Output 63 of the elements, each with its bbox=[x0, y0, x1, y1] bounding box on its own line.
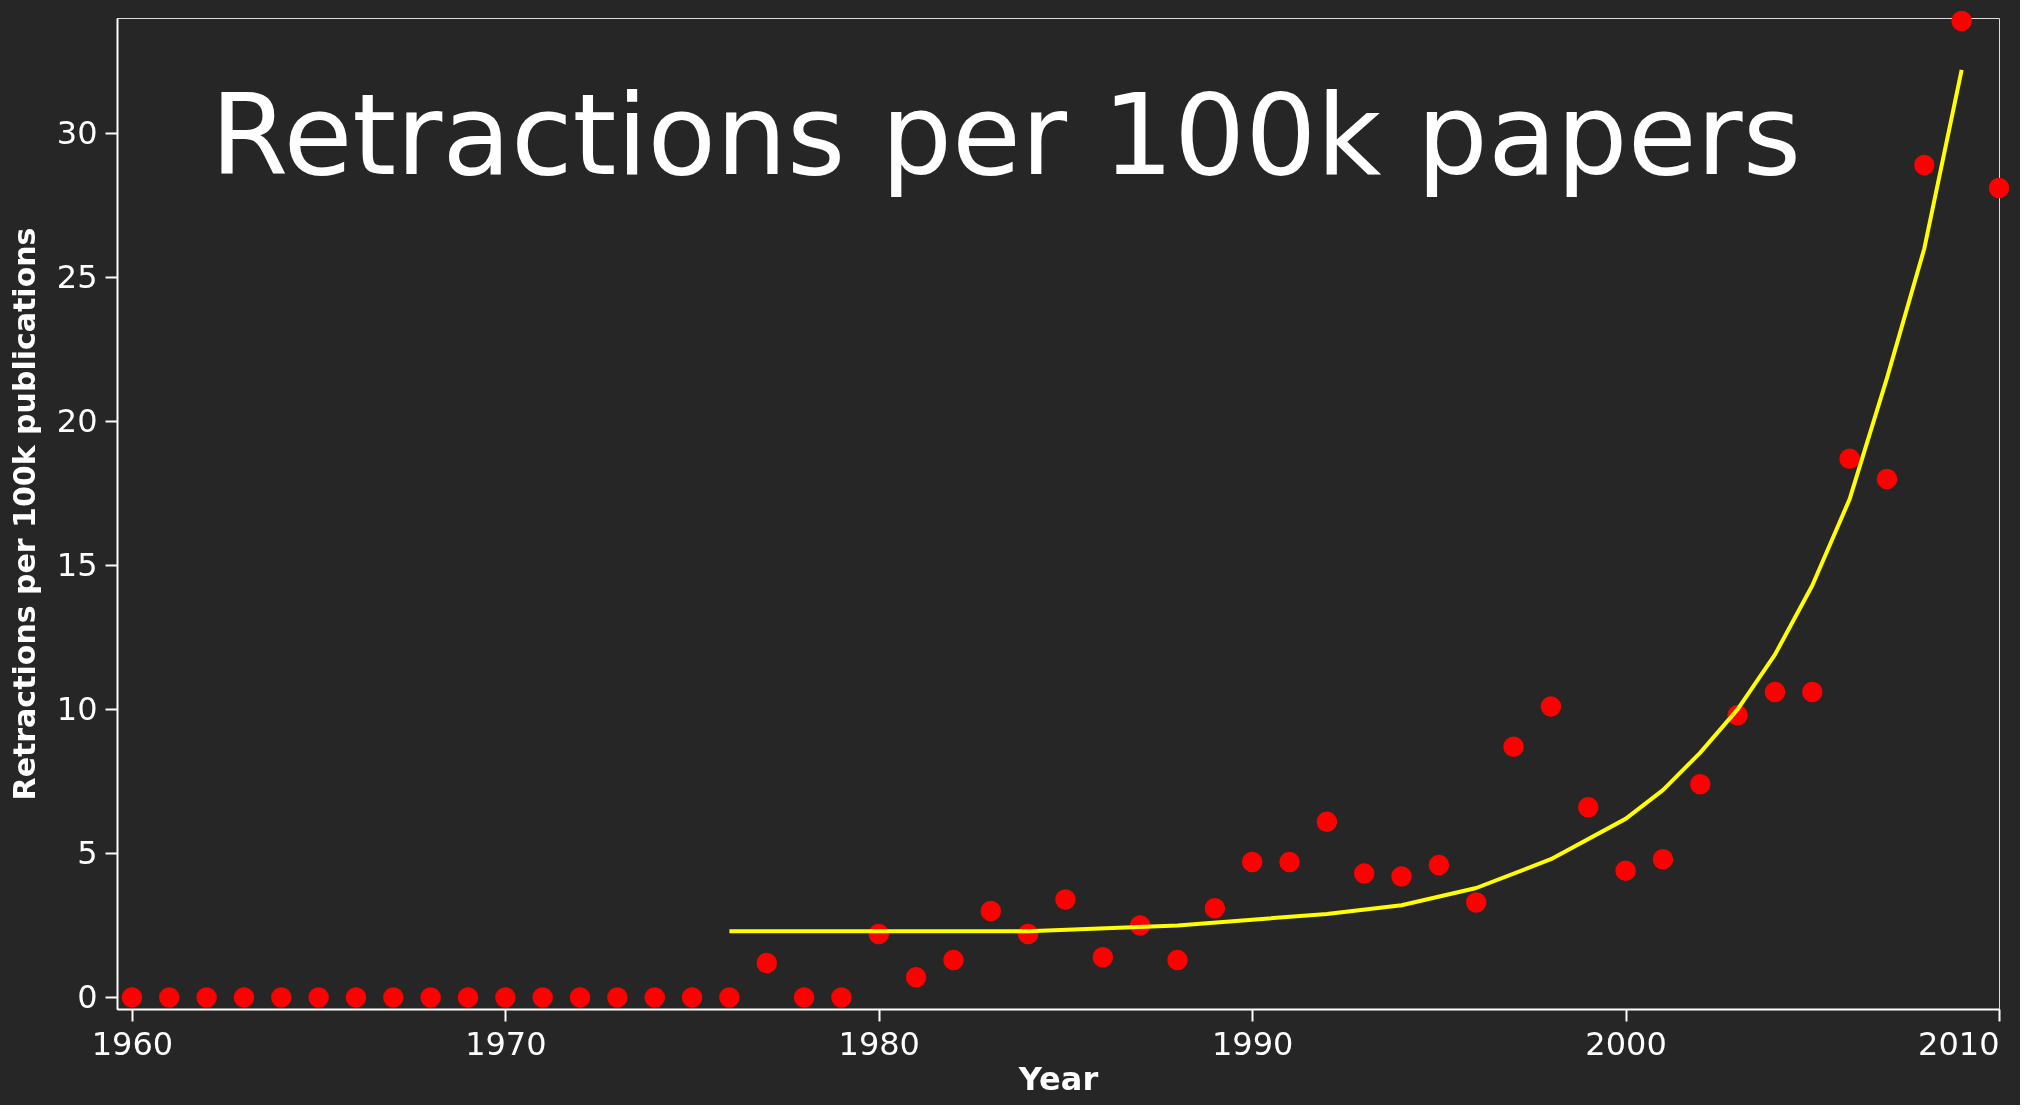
point bbox=[793, 987, 815, 1008]
point bbox=[1951, 10, 1972, 32]
point bbox=[831, 987, 852, 1008]
y-tick-label: 25 bbox=[56, 257, 98, 296]
point bbox=[308, 987, 329, 1008]
point bbox=[1167, 949, 1188, 971]
point bbox=[1055, 889, 1076, 910]
point bbox=[644, 987, 665, 1008]
point bbox=[121, 987, 143, 1008]
y-tick-label: 0 bbox=[77, 977, 98, 1016]
y-tick-label: 5 bbox=[77, 833, 98, 872]
point bbox=[1690, 774, 1711, 795]
y-tick-label: 10 bbox=[56, 689, 98, 728]
x-tick-label: 1980 bbox=[838, 1024, 920, 1063]
point bbox=[1428, 854, 1450, 876]
point bbox=[1092, 946, 1114, 968]
text: Retractions per 100k papers bbox=[210, 69, 1801, 200]
point bbox=[1839, 448, 1860, 469]
point bbox=[1353, 863, 1375, 884]
point bbox=[1241, 851, 1263, 873]
point bbox=[1764, 681, 1786, 703]
point bbox=[1914, 154, 1935, 176]
point bbox=[457, 987, 479, 1008]
point bbox=[532, 987, 553, 1008]
point bbox=[1204, 897, 1226, 919]
point bbox=[1876, 468, 1898, 490]
y-tick-label: 30 bbox=[56, 113, 98, 152]
point bbox=[1279, 851, 1300, 873]
y-tick-label: 20 bbox=[56, 401, 98, 440]
x-axis-title: Year bbox=[1017, 1059, 1099, 1098]
x-tick-label: 1970 bbox=[465, 1024, 547, 1063]
point bbox=[159, 987, 180, 1008]
point bbox=[1802, 681, 1823, 703]
point bbox=[1465, 892, 1487, 913]
point bbox=[1615, 860, 1636, 881]
point bbox=[196, 987, 217, 1008]
point bbox=[569, 987, 591, 1008]
point bbox=[719, 987, 740, 1008]
point bbox=[271, 987, 292, 1008]
point bbox=[1578, 797, 1599, 818]
point bbox=[345, 987, 367, 1008]
x-tick-label: 1960 bbox=[91, 1024, 174, 1063]
x-tick-label: 2000 bbox=[1585, 1024, 1667, 1063]
point bbox=[943, 949, 964, 971]
y-tick-label: 15 bbox=[56, 545, 98, 584]
point bbox=[495, 987, 516, 1008]
point bbox=[383, 987, 404, 1008]
point bbox=[420, 987, 441, 1008]
point bbox=[233, 987, 255, 1008]
point bbox=[980, 900, 1002, 922]
point bbox=[1391, 866, 1412, 887]
x-tick-label: 2010 bbox=[1918, 1024, 2000, 1063]
point bbox=[756, 952, 777, 974]
point bbox=[681, 987, 703, 1008]
x-tick-label: 1990 bbox=[1211, 1024, 1294, 1063]
point bbox=[1503, 736, 1524, 758]
y-axis-title: Retractions per 100k publications bbox=[6, 227, 42, 801]
point bbox=[607, 987, 628, 1008]
point bbox=[1988, 177, 2010, 199]
point bbox=[1652, 848, 1674, 870]
point bbox=[1316, 811, 1338, 832]
point bbox=[905, 967, 927, 988]
point bbox=[1540, 696, 1562, 717]
